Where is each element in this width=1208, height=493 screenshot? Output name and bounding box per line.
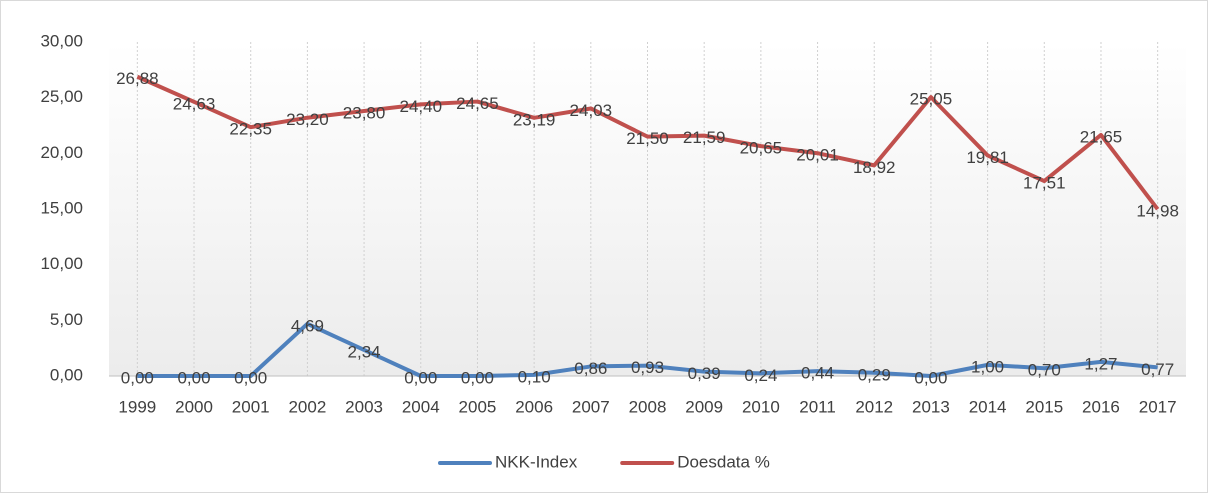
data-label: 0,29 xyxy=(858,365,891,384)
data-label: 19,81 xyxy=(966,148,1009,167)
x-tick-label: 2005 xyxy=(459,397,497,416)
y-tick-label: 25,00 xyxy=(40,87,83,106)
data-label: 26,88 xyxy=(116,69,159,88)
plot-area xyxy=(109,42,1186,376)
data-label: 17,51 xyxy=(1023,174,1066,193)
data-label: 24,63 xyxy=(173,94,216,113)
legend-label: NKK-Index xyxy=(495,452,578,471)
x-tick-label: 2007 xyxy=(572,397,610,416)
data-label: 1,00 xyxy=(971,357,1004,376)
data-label: 24,40 xyxy=(399,97,442,116)
data-label: 23,80 xyxy=(343,104,386,123)
data-label: 0,00 xyxy=(404,368,437,387)
data-label: 2,34 xyxy=(348,342,381,361)
legend-label: Doesdata % xyxy=(677,452,770,471)
data-label: 0,77 xyxy=(1141,360,1174,379)
x-tick-label: 2003 xyxy=(345,397,383,416)
series-line xyxy=(137,321,1158,378)
data-label: 22,35 xyxy=(229,120,272,139)
y-tick-label: 5,00 xyxy=(50,310,83,329)
data-label: 0,93 xyxy=(631,358,664,377)
data-label: 0,44 xyxy=(801,364,834,383)
x-tick-label: 2012 xyxy=(855,397,893,416)
x-tick-label: 2002 xyxy=(288,397,326,416)
x-tick-label: 2017 xyxy=(1139,397,1177,416)
data-label: 0,39 xyxy=(688,364,721,383)
data-label: 14,98 xyxy=(1136,202,1179,221)
x-tick-label: 2000 xyxy=(175,397,213,416)
data-label: 21,59 xyxy=(683,128,726,147)
data-label: 24,03 xyxy=(570,101,613,120)
data-label: 0,00 xyxy=(234,368,267,387)
x-tick-label: 2001 xyxy=(232,397,270,416)
x-tick-label: 2014 xyxy=(969,397,1007,416)
y-tick-label: 15,00 xyxy=(40,198,83,217)
data-label: 24,65 xyxy=(456,94,499,113)
y-tick-label: 0,00 xyxy=(50,365,83,384)
y-tick-label: 20,00 xyxy=(40,143,83,162)
data-label: 25,05 xyxy=(910,90,953,109)
y-tick-label: 10,00 xyxy=(40,254,83,273)
x-tick-label: 2013 xyxy=(912,397,950,416)
x-tick-label: 2008 xyxy=(629,397,667,416)
data-label: 0,86 xyxy=(574,359,607,378)
data-label: 0,00 xyxy=(121,368,154,387)
data-label: 21,65 xyxy=(1080,127,1123,146)
data-label: 0,24 xyxy=(744,366,777,385)
y-tick-label: 30,00 xyxy=(40,31,83,50)
data-label: 0,00 xyxy=(914,368,947,387)
x-tick-label: 2011 xyxy=(799,397,836,416)
series-line xyxy=(136,74,1160,211)
x-tick-label: 2010 xyxy=(742,397,780,416)
data-label: 18,92 xyxy=(853,158,896,177)
x-tick-label: 2009 xyxy=(685,397,723,416)
x-tick-label: 2004 xyxy=(402,397,440,416)
x-tick-label: 2006 xyxy=(515,397,553,416)
data-label: 23,20 xyxy=(286,110,329,129)
data-label: 0,70 xyxy=(1028,361,1061,380)
x-tick-label: 2015 xyxy=(1025,397,1063,416)
data-label: 20,01 xyxy=(796,146,839,165)
data-label: 1,27 xyxy=(1084,354,1117,373)
data-label: 0,00 xyxy=(177,368,210,387)
data-label: 23,19 xyxy=(513,110,556,129)
data-label: 0,00 xyxy=(461,368,494,387)
data-label: 20,65 xyxy=(740,139,783,158)
x-tick-label: 2016 xyxy=(1082,397,1120,416)
data-label: 4,69 xyxy=(291,316,324,335)
data-label: 0,10 xyxy=(518,367,551,386)
data-label: 21,50 xyxy=(626,129,669,148)
x-tick-label: 1999 xyxy=(118,397,156,416)
